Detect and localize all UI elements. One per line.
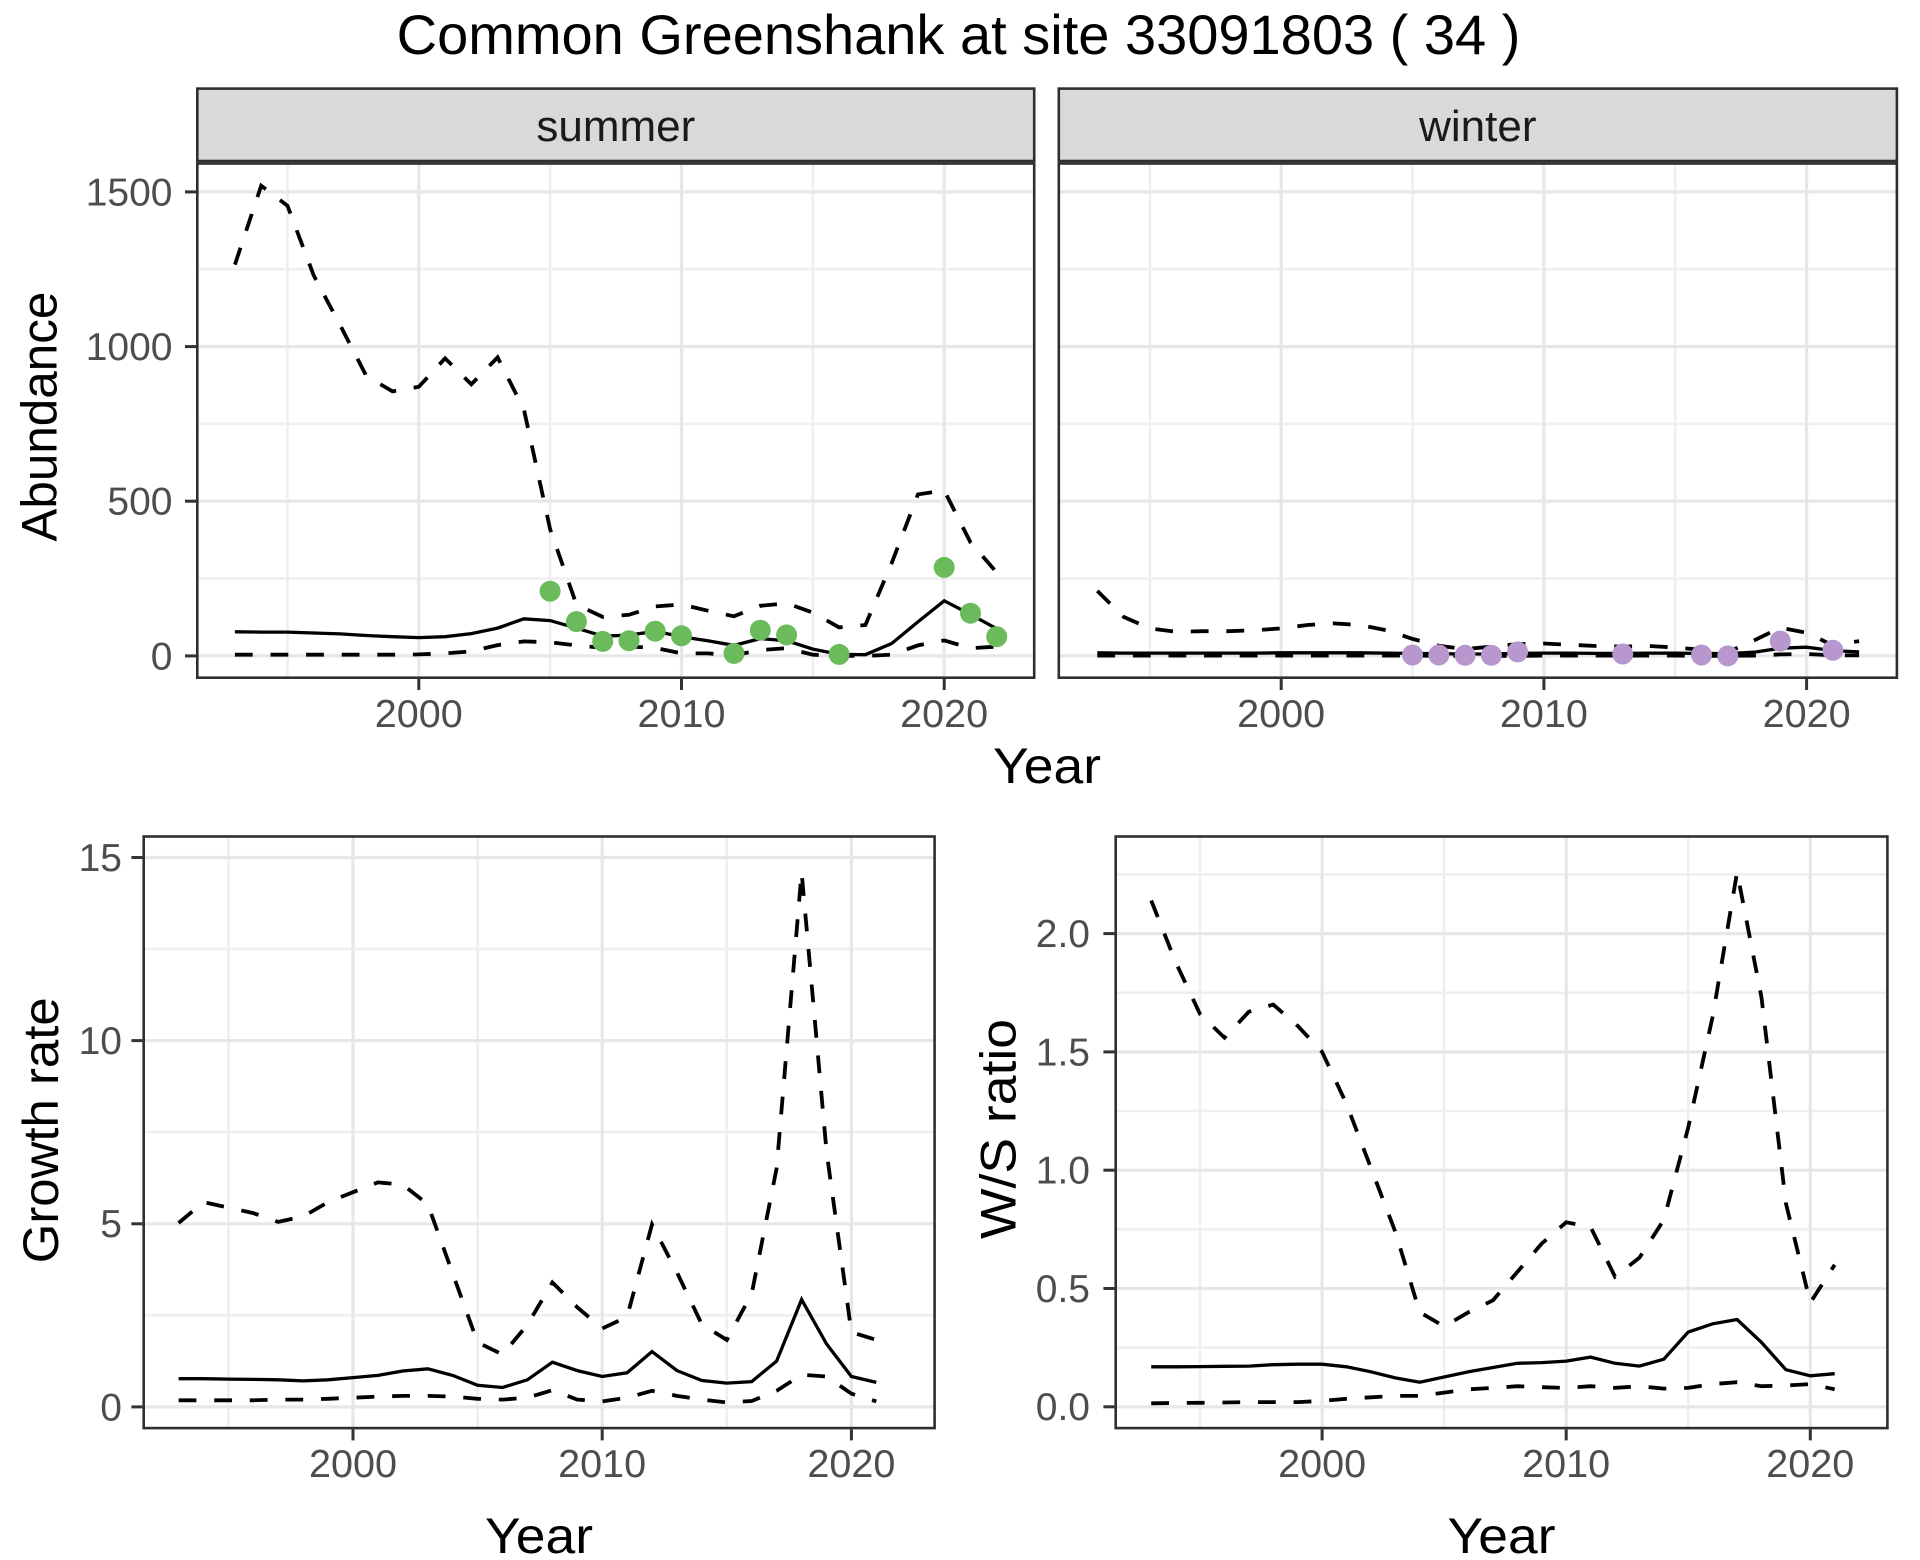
svg-text:0.0: 0.0 <box>1036 1386 1090 1429</box>
svg-text:winter: winter <box>1418 102 1536 151</box>
svg-text:2010: 2010 <box>558 1443 646 1486</box>
svg-text:Common Greenshank at site 3309: Common Greenshank at site 33091803 ( 34 … <box>397 3 1521 66</box>
svg-text:2020: 2020 <box>1763 693 1851 736</box>
svg-text:15: 15 <box>79 837 122 880</box>
svg-text:2000: 2000 <box>1278 1443 1366 1486</box>
svg-text:Year: Year <box>1448 1507 1556 1560</box>
svg-text:W/S ratio: W/S ratio <box>970 1019 1027 1239</box>
svg-text:2020: 2020 <box>1766 1443 1854 1486</box>
svg-text:Abundance: Abundance <box>11 292 68 542</box>
svg-text:summer: summer <box>536 102 695 151</box>
svg-text:1.0: 1.0 <box>1036 1150 1090 1193</box>
svg-text:0: 0 <box>151 635 173 678</box>
svg-text:1.5: 1.5 <box>1036 1031 1090 1074</box>
svg-text:2000: 2000 <box>1237 693 1325 736</box>
svg-text:0: 0 <box>100 1386 122 1429</box>
svg-text:0.5: 0.5 <box>1036 1268 1090 1311</box>
svg-text:2020: 2020 <box>807 1443 895 1486</box>
svg-text:2010: 2010 <box>638 693 726 736</box>
svg-text:2010: 2010 <box>1500 693 1588 736</box>
svg-text:5: 5 <box>100 1203 122 1246</box>
svg-text:2000: 2000 <box>375 693 463 736</box>
svg-text:1500: 1500 <box>86 171 173 214</box>
svg-text:1000: 1000 <box>86 326 173 369</box>
svg-text:10: 10 <box>79 1020 122 1063</box>
svg-text:2010: 2010 <box>1522 1443 1610 1486</box>
svg-text:2.0: 2.0 <box>1036 913 1090 956</box>
svg-text:Year: Year <box>485 1507 593 1560</box>
svg-text:Growth rate: Growth rate <box>12 997 69 1263</box>
svg-text:2000: 2000 <box>309 1443 397 1486</box>
svg-text:500: 500 <box>107 481 172 524</box>
svg-text:Year: Year <box>993 737 1101 794</box>
svg-text:2020: 2020 <box>900 693 988 736</box>
